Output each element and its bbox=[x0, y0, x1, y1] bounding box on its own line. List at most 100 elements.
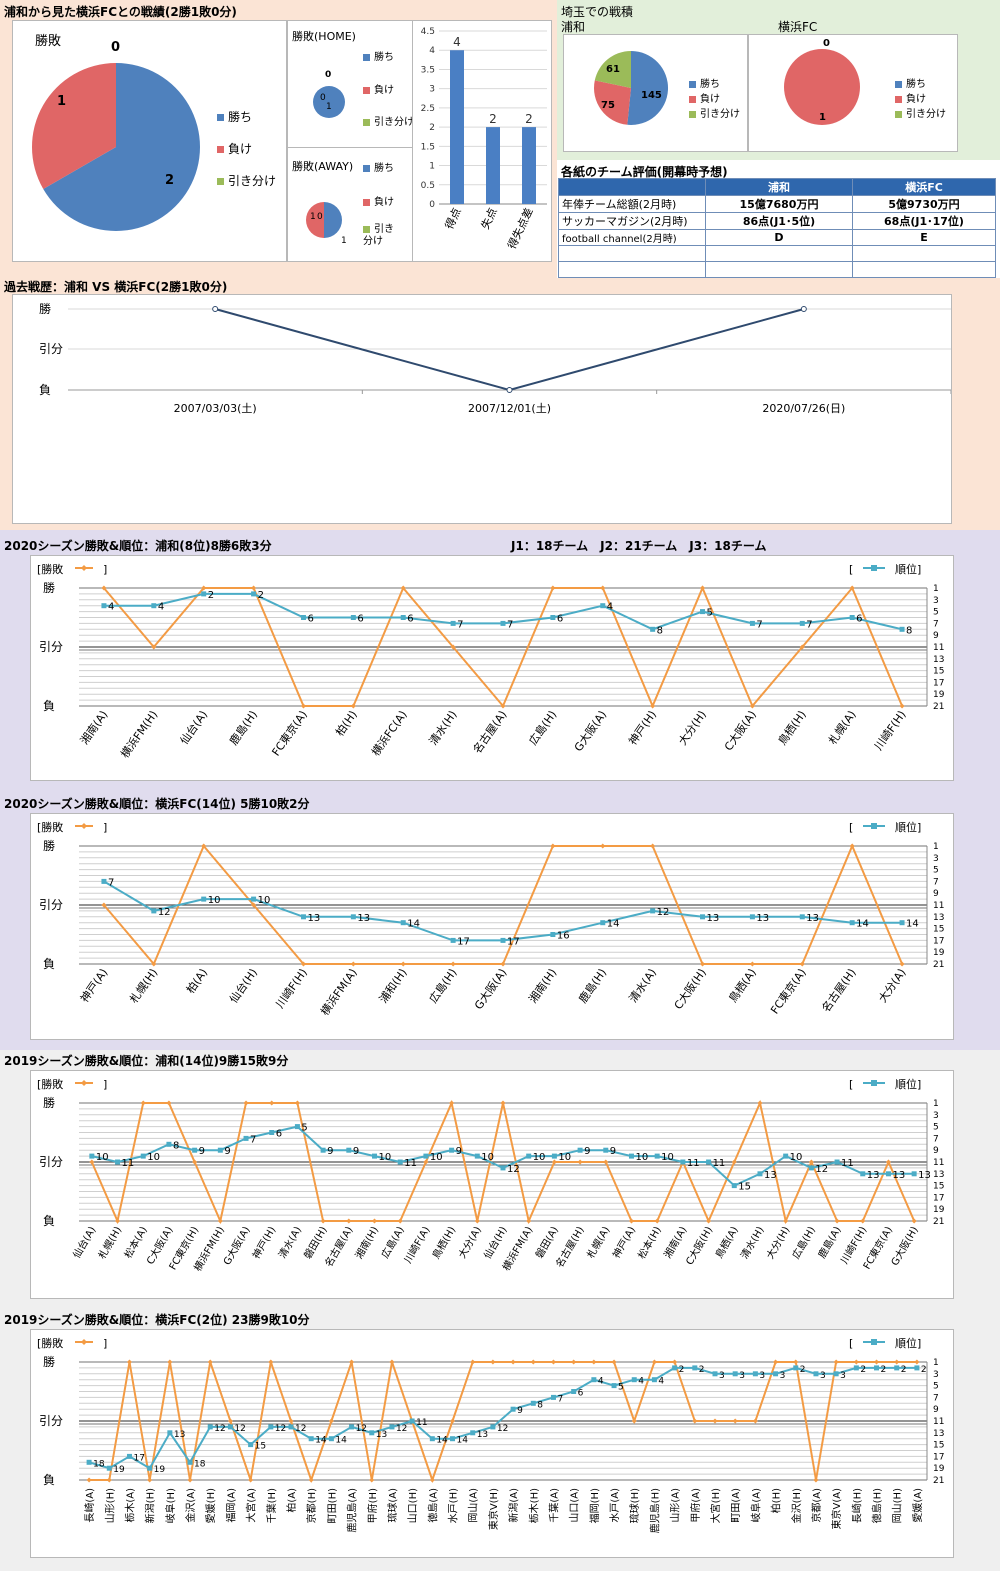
result-point bbox=[397, 1218, 403, 1224]
pie-slice-win bbox=[313, 86, 345, 118]
result-point bbox=[749, 703, 755, 709]
rank-data-label: 12 bbox=[396, 1424, 407, 1434]
category-label: 湘南(A) bbox=[661, 1224, 690, 1261]
rank-data-label: 6 bbox=[407, 614, 413, 625]
category-label: 金沢(A) bbox=[184, 1488, 197, 1523]
result-point bbox=[450, 644, 456, 650]
bar-ytick-label: 0.5 bbox=[421, 181, 435, 191]
rank-point bbox=[551, 1153, 557, 1159]
away-legend-lose: 負け bbox=[363, 193, 394, 208]
evaluation-row bbox=[558, 261, 996, 278]
rank-tick-label: 9 bbox=[933, 631, 939, 641]
category-label: 山口(A) bbox=[569, 1488, 581, 1523]
rank-point bbox=[251, 896, 257, 902]
result-point bbox=[89, 1159, 95, 1165]
category-label: FC東京(A) bbox=[269, 708, 310, 759]
rank-data-label: 14 bbox=[457, 1436, 469, 1446]
result-point bbox=[654, 1218, 660, 1224]
rank-point bbox=[147, 1465, 153, 1471]
bar-ytick-label: 3.5 bbox=[421, 65, 435, 75]
rank-data-label: 7 bbox=[108, 877, 114, 888]
rank-point bbox=[550, 1394, 556, 1400]
category-label: 札幌(H) bbox=[95, 1224, 124, 1261]
evaluation-table: 浦和 横浜FC 年俸チーム総額(2月時) 15億7680万円 5億9730万円 サッ… bbox=[558, 178, 996, 278]
category-label: 鹿児島(A) bbox=[346, 1488, 359, 1533]
rank-data-label: 5 bbox=[618, 1383, 624, 1393]
category-label: 名古屋(A) bbox=[470, 708, 510, 756]
rank-data-label: 14 bbox=[335, 1436, 347, 1446]
rank-data-label: 13 bbox=[477, 1430, 488, 1440]
result-point bbox=[474, 1218, 480, 1224]
category-label: 鳥栖(A) bbox=[712, 1224, 741, 1261]
saitama-urawa-legend-draw: 引き分け bbox=[689, 105, 740, 120]
rank-point bbox=[300, 914, 306, 920]
result-point bbox=[140, 1100, 146, 1106]
result-point bbox=[732, 1418, 738, 1424]
rank-data-label: 10 bbox=[661, 1152, 674, 1163]
bar-ytick-label: 2 bbox=[429, 123, 435, 133]
result-point bbox=[294, 1100, 300, 1106]
rank-point bbox=[680, 1159, 686, 1165]
rank-data-label: 10 bbox=[258, 895, 271, 906]
rank-tick-label: 15 bbox=[933, 1441, 944, 1451]
overall-label-lose: 1 bbox=[57, 94, 67, 109]
category-label: 浦和(H) bbox=[377, 966, 410, 1005]
history-ytick-label: 勝 bbox=[39, 301, 51, 316]
result-point bbox=[600, 585, 606, 591]
rank-data-label: 7 bbox=[806, 619, 812, 630]
rank-tick-label: 21 bbox=[933, 702, 944, 712]
rank-point bbox=[268, 1424, 274, 1430]
rank-data-label: 15 bbox=[255, 1442, 266, 1452]
result-point bbox=[911, 1218, 917, 1224]
rank-data-label: 11 bbox=[713, 1158, 726, 1169]
rank-tick-label: 19 bbox=[933, 948, 945, 958]
rank-data-label: 9 bbox=[456, 1146, 462, 1157]
rank-tick-label: 13 bbox=[933, 655, 944, 665]
rank-tick-label: 17 bbox=[933, 1193, 944, 1203]
rank-point bbox=[808, 1165, 814, 1171]
result-point bbox=[631, 1418, 637, 1424]
rank-point bbox=[349, 1424, 355, 1430]
category-label: 山形(H) bbox=[104, 1488, 116, 1523]
rank-tick-label: 1 bbox=[933, 584, 939, 594]
rank-data-label: 2 bbox=[901, 1365, 907, 1375]
category-label: 札幌(H) bbox=[127, 966, 161, 1006]
result-legend-marker bbox=[81, 823, 87, 829]
category-label: 仙台(H) bbox=[481, 1224, 510, 1261]
home-pie-title: 勝敗(HOME) bbox=[292, 30, 356, 43]
result-point bbox=[288, 1418, 294, 1424]
result-point bbox=[300, 961, 306, 967]
rank-point bbox=[510, 1406, 516, 1412]
rank-point bbox=[500, 1165, 506, 1171]
result-point bbox=[874, 1359, 880, 1365]
result-point bbox=[269, 1100, 275, 1106]
rank-data-label: 11 bbox=[404, 1158, 417, 1169]
rank-point bbox=[101, 603, 107, 609]
history-panel: 勝引分負 2007/03/03(土) 2007/12/01(土) 2020/07/26… bbox=[12, 294, 952, 524]
result-point bbox=[712, 1418, 718, 1424]
saitama-yokohama-lose-label: 1 bbox=[819, 112, 826, 123]
result-point bbox=[227, 1418, 233, 1424]
rank-point bbox=[227, 1424, 233, 1430]
result-point bbox=[749, 961, 755, 967]
category-label: 柏(H) bbox=[770, 1488, 783, 1513]
result-point bbox=[885, 1159, 891, 1165]
pie-slice-win bbox=[627, 50, 669, 125]
rank-point bbox=[692, 1365, 698, 1371]
away-legend-draw: 引き分け bbox=[363, 224, 394, 247]
category-label: 水戸(H) bbox=[448, 1488, 460, 1523]
category-label: 岡山(H) bbox=[892, 1488, 904, 1523]
rank-point bbox=[860, 1171, 866, 1177]
rank-tick-label: 11 bbox=[933, 643, 944, 653]
goals-bar-chart: 0 0.5 1 1.5 2 2.5 3 3.5 4 4.5 4 得点 2 失点 2 得失点差 bbox=[421, 27, 547, 251]
category-label: 新潟(H) bbox=[144, 1488, 157, 1523]
overall-label-win: 2 bbox=[165, 173, 175, 188]
category-label: 琉球(H) bbox=[628, 1488, 641, 1523]
rank-point bbox=[799, 914, 805, 920]
saitama-urawa-lose-label: 75 bbox=[601, 100, 615, 111]
result-point bbox=[151, 961, 157, 967]
result-point bbox=[651, 1359, 657, 1365]
result-point bbox=[628, 1218, 634, 1224]
rank-tick-label: 1 bbox=[933, 1358, 939, 1368]
season-panel-title: 2020シーズン勝敗&順位：横浜FC(14位) 5勝10敗2分 bbox=[4, 797, 310, 811]
